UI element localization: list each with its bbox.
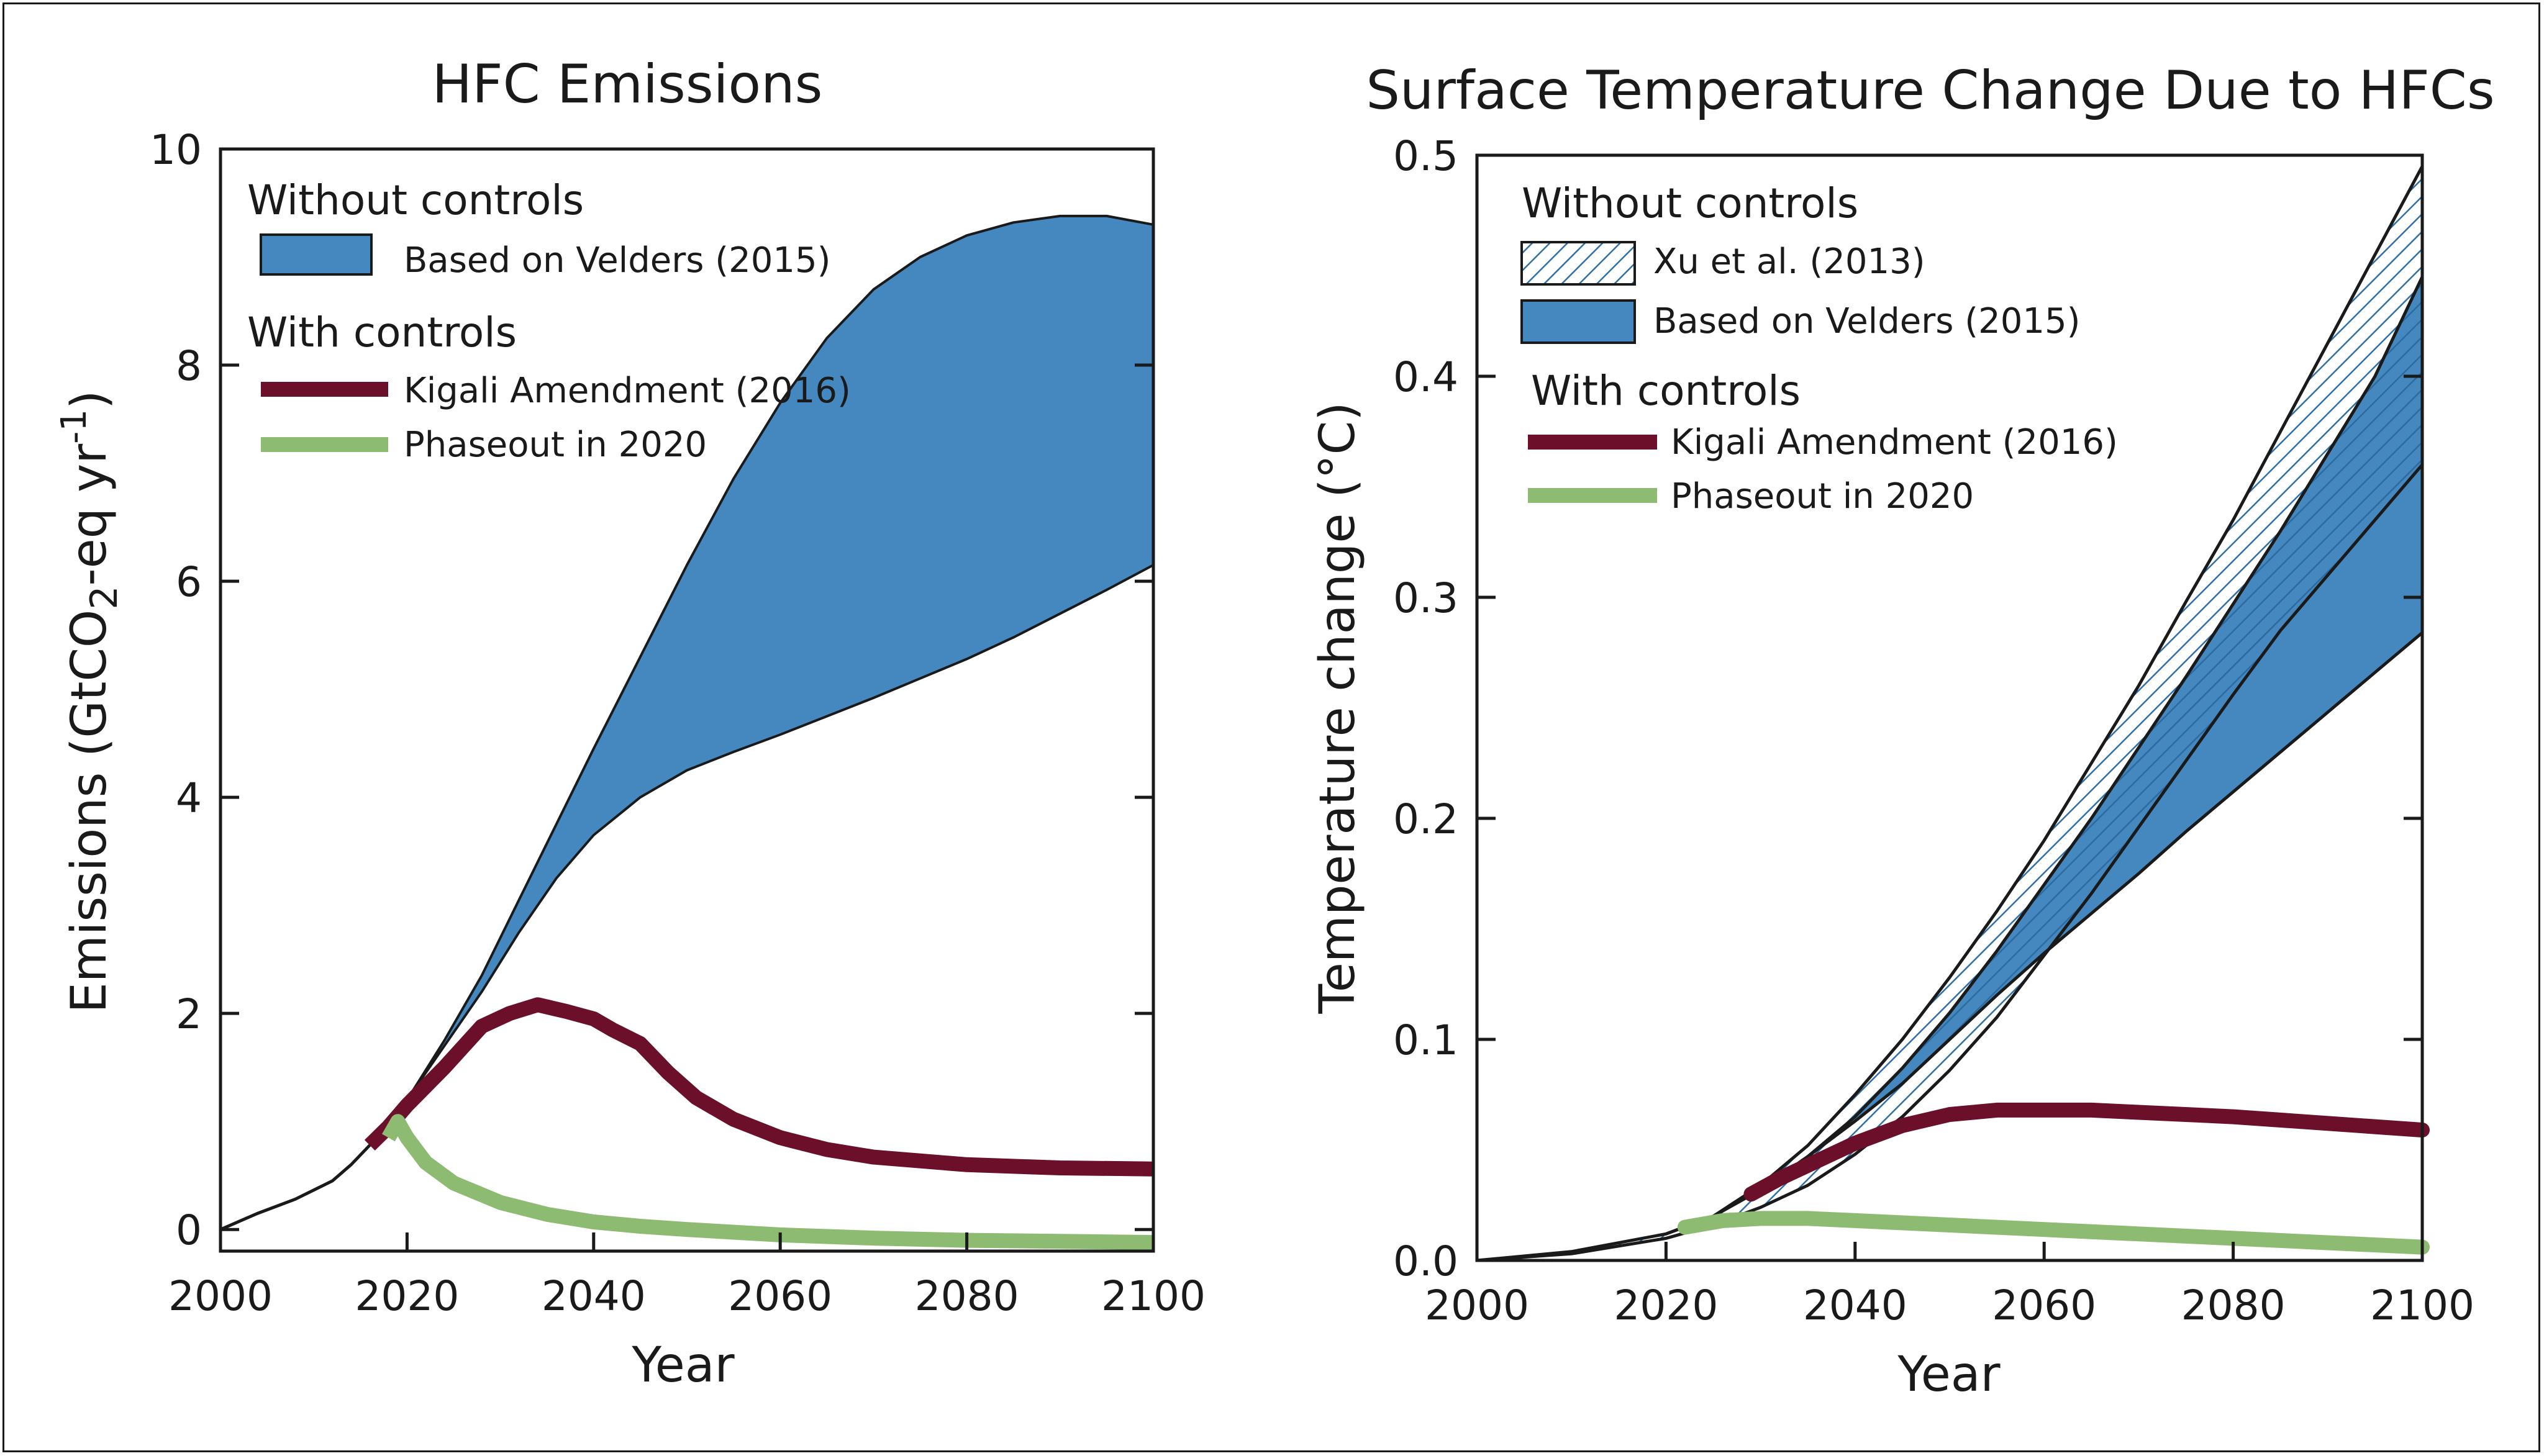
legend-label-kigali: Kigali Amendment (2016): [1671, 422, 2118, 463]
x-tick-label: 2100: [2370, 1282, 2474, 1329]
surface-temperature-chart: Surface Temperature Change Due to HFCs 2…: [1310, 60, 2495, 1403]
legend-label-xu: Xu et al. (2013): [1653, 242, 1925, 282]
y-tick-label: 0.1: [1393, 1016, 1458, 1064]
x-axis-ticks: 2000 2020 2040 2060 2080 2100: [168, 1232, 1206, 1320]
y-axis-label: Emissions (GtCO2-eq yr-1): [54, 391, 126, 1013]
x-tick-label: 2100: [1101, 1272, 1206, 1320]
historical-emissions-line: [220, 1123, 390, 1231]
y-tick-label: 8: [176, 342, 202, 390]
y-tick-label: 6: [176, 558, 202, 606]
legend-label-phaseout: Phaseout in 2020: [1671, 476, 1974, 517]
y-axis-ticks: 0 2 4 6 8 10: [150, 126, 1153, 1254]
band-xu-et-al-2013: [1477, 166, 2422, 1260]
y-tick-label: 0.5: [1393, 132, 1458, 180]
line-kigali-amendment-2016: [1743, 1102, 2430, 1202]
plot-frame: [219, 147, 1155, 1253]
y-tick-label: 0.3: [1393, 574, 1458, 622]
y-tick-label: 10: [150, 126, 202, 174]
x-tick-label: 2040: [1803, 1282, 1907, 1329]
plot-area: [1476, 165, 2430, 1262]
legend-header-with-controls: With controls: [1531, 367, 1801, 415]
legend-label-velders: Based on Velders (2015): [1653, 301, 2080, 341]
x-tick-label: 2000: [168, 1272, 273, 1320]
legend-label-kigali: Kigali Amendment (2016): [404, 371, 851, 411]
legend-label-phaseout: Phaseout in 2020: [404, 425, 707, 465]
y-tick-label: 4: [176, 774, 202, 822]
x-axis-ticks: 2000 2020 2040 2060 2080 2100: [1425, 1242, 2474, 1329]
hfc-emissions-chart: HFC Emissions 2000 2020 2040 2060 2080 2100 0…: [54, 53, 1206, 1393]
legend-swatch-velders: [1520, 299, 1636, 344]
x-tick-label: 2040: [542, 1272, 646, 1320]
x-tick-label: 2060: [728, 1272, 832, 1320]
line-phaseout-in-2020: [1677, 1211, 2430, 1255]
chart-title: HFC Emissions: [432, 53, 823, 115]
y-tick-label: 2: [176, 990, 202, 1038]
x-tick-label: 2020: [355, 1272, 459, 1320]
band-based-on-velders-2015: [1666, 276, 2422, 1234]
legend-header-without-controls: Without controls: [1522, 179, 1858, 227]
line-phaseout-in-2020: [381, 1114, 1154, 1250]
plot-frame: [1475, 153, 2424, 1262]
line-kigali-amendment-2016: [364, 997, 1154, 1177]
x-tick-label: 2060: [1992, 1282, 2096, 1329]
legend-header-with-controls: With controls: [247, 309, 517, 356]
x-tick-label: 2020: [1614, 1282, 1718, 1329]
x-tick-label: 2080: [915, 1272, 1019, 1320]
plot-area: [220, 214, 1155, 1250]
y-tick-label: 0: [176, 1206, 202, 1254]
y-axis-label: Temperature change (°C): [1310, 402, 1366, 1014]
legend-label-velders: Based on Velders (2015): [404, 240, 830, 281]
legend-header-without-controls: Without controls: [247, 176, 584, 224]
y-axis-ticks: 0.0 0.1 0.2 0.3 0.4 0.5: [1393, 132, 2422, 1285]
y-tick-label: 0.4: [1393, 353, 1458, 401]
y-tick-label: 0.2: [1393, 795, 1458, 843]
x-tick-label: 2080: [2181, 1282, 2286, 1329]
legend-swatch-xu: [1520, 241, 1636, 286]
legend: Without controls Xu et al. (2013) Based …: [1520, 179, 2118, 517]
chart-title: Surface Temperature Change Due to HFCs: [1366, 60, 2494, 122]
x-axis-label: Year: [631, 1337, 735, 1393]
x-axis-label: Year: [1897, 1347, 2001, 1403]
x-tick-label: 2000: [1425, 1282, 1529, 1329]
legend: Without controls Based on Velders (2015)…: [247, 176, 851, 465]
y-tick-label: 0.0: [1393, 1237, 1458, 1285]
legend-swatch-velders: [260, 233, 373, 276]
